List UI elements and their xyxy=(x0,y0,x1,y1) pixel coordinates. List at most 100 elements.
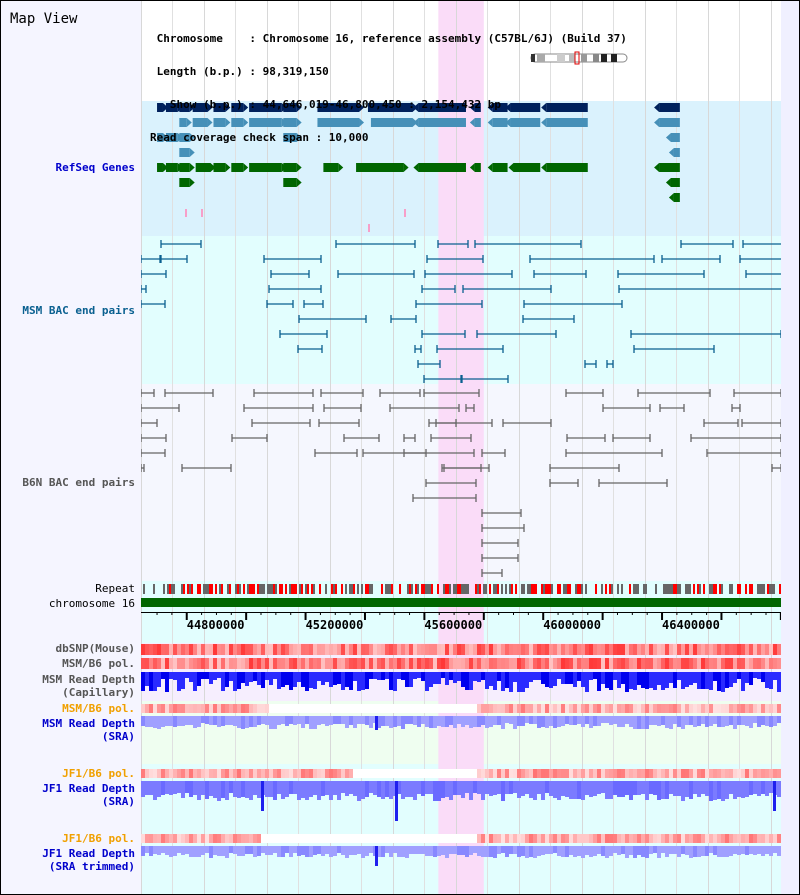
msm-b6-pol-cell xyxy=(517,658,521,669)
msm-b6-pol-sra-cell xyxy=(681,704,685,713)
msm-depth-capillary-bar xyxy=(749,672,753,685)
dbsnp-cell xyxy=(293,644,297,655)
genome-tracks-canvas[interactable] xyxy=(141,1,781,894)
dbsnp-cell xyxy=(397,644,401,655)
jf1-depth-trimmed-bar xyxy=(201,846,205,855)
msm-b6-pol-sra-cell xyxy=(481,704,485,713)
jf1-depth-sra-bar xyxy=(529,781,533,798)
ideogram-band xyxy=(611,54,617,62)
msm-depth-sra-bar xyxy=(169,716,173,726)
jf1-depth-trimmed-bar xyxy=(413,846,417,854)
msm-depth-capillary-bar xyxy=(473,672,477,681)
dbsnp-cell xyxy=(709,644,713,655)
repeat-element xyxy=(721,584,723,594)
jf1-depth-sra-bar xyxy=(141,781,145,797)
msm-b6-pol-cell xyxy=(549,658,553,669)
msm-depth-capillary-bar xyxy=(145,672,149,686)
dbsnp-cell xyxy=(429,644,433,655)
gene-exon xyxy=(673,148,680,157)
msm-b6-pol-cell xyxy=(685,658,689,669)
msm-b6-pol-sra-cell xyxy=(205,704,209,713)
dbsnp-cell xyxy=(289,644,293,655)
repeat-element xyxy=(427,584,429,594)
jf1-depth-sra-bar xyxy=(569,781,573,799)
msm-depth-sra-bar xyxy=(181,716,185,726)
msm-b6-pol-sra-cell xyxy=(261,704,265,713)
msm-b6-pol-sra-cell xyxy=(513,704,517,713)
msm-depth-capillary-bar xyxy=(513,672,517,682)
msm-b6-pol-cell xyxy=(413,658,417,669)
jf1-depth-sra-bar xyxy=(573,781,577,799)
jf1-b6-pol-trimmed-cell xyxy=(245,834,249,843)
dbsnp-cell xyxy=(253,644,257,655)
msm-depth-sra-bar xyxy=(553,716,557,728)
axis-tick-label: 45200000 xyxy=(305,618,364,632)
jf1-b6-pol-trimmed-cell xyxy=(281,834,285,843)
small-feature-mark xyxy=(185,209,187,217)
msm-depth-capillary-bar xyxy=(301,672,305,687)
jf1-b6-pol-trimmed-cell xyxy=(533,834,537,843)
msm-b6-pol-sra-cell xyxy=(293,704,297,713)
jf1-depth-sra-bar xyxy=(637,781,641,795)
gene-strand-arrow xyxy=(189,178,195,187)
jf1-b6-pol-trimmed-cell xyxy=(509,834,513,843)
jf1-b6-pol-trimmed-cell xyxy=(537,834,541,843)
repeat-element xyxy=(257,584,259,594)
msm-b6-pol-sra-cell xyxy=(401,704,405,713)
jf1-depth-trimmed-bar xyxy=(501,846,505,853)
jf1-b6-pol-trimmed-cell xyxy=(425,834,429,843)
msm-b6-pol-cell xyxy=(613,658,617,669)
msm-b6-pol-cell xyxy=(141,658,145,669)
dbsnp-cell xyxy=(321,644,325,655)
jf1-b6-pol-trimmed-cell xyxy=(385,834,389,843)
jf1-b6-pol-trimmed-cell xyxy=(325,834,329,843)
msm-depth-capillary-bar xyxy=(593,672,597,679)
jf1-depth-trimmed-bar xyxy=(493,846,497,858)
jf1-depth-trimmed-bar xyxy=(561,846,565,857)
jf1-depth-sra-bar xyxy=(761,781,765,794)
msm-b6-pol-cell xyxy=(661,658,665,669)
jf1-b6-pol-cell xyxy=(369,769,373,778)
jf1-b6-pol-cell xyxy=(329,769,333,778)
jf1-b6-pol-trimmed-cell xyxy=(681,834,685,843)
jf1-depth-sra-bar xyxy=(697,781,701,797)
jf1-depth-trimmed-bar xyxy=(377,846,381,857)
msm-b6-pol-sra-cell xyxy=(545,704,549,713)
jf1-b6-pol-trimmed-cell xyxy=(205,834,209,843)
jf1-depth-trimmed-bar xyxy=(269,846,273,855)
msm-b6-pol-sra-cell xyxy=(289,704,293,713)
msm-b6-pol-cell xyxy=(673,658,677,669)
jf1-b6-pol-trimmed-cell xyxy=(249,834,253,843)
repeat-element xyxy=(549,584,551,594)
jf1-depth-sra-bar xyxy=(181,781,185,798)
msm-b6-pol-sra-cell xyxy=(277,704,281,713)
jf1-depth-trimmed-bar xyxy=(601,846,605,856)
msm-depth-sra-bar xyxy=(761,716,765,725)
repeat-element xyxy=(501,584,503,594)
msm-depth-sra-bar xyxy=(661,716,665,725)
jf1-depth-trimmed-bar xyxy=(633,846,637,858)
jf1-depth-trimmed-bar xyxy=(577,846,581,856)
jf1-depth-trimmed-bar xyxy=(157,846,161,855)
gene-strand-arrow xyxy=(225,163,231,172)
gene-strand-arrow xyxy=(207,118,213,127)
genome-viewer[interactable]: 44800000 45200000 45600000 46000000 46400000… xyxy=(141,1,799,894)
gene-exon xyxy=(157,133,163,142)
gene-exon xyxy=(317,103,360,112)
jf1-depth-trimmed-bar xyxy=(305,846,309,857)
dbsnp-cell xyxy=(333,644,337,655)
dbsnp-cell xyxy=(341,644,345,655)
dbsnp-cell xyxy=(337,644,341,655)
msm-b6-pol-cell xyxy=(481,658,485,669)
msm-b6-pol-cell xyxy=(769,658,773,669)
msm-b6-pol-cell xyxy=(285,658,289,669)
jf1-b6-pol-cell xyxy=(653,769,657,778)
repeat-element xyxy=(425,584,427,594)
jf1-b6-pol-trimmed-cell xyxy=(377,834,381,843)
msm-b6-pol-sra-cell xyxy=(521,704,525,713)
dbsnp-cell xyxy=(757,644,761,655)
msm-b6-pol-cell xyxy=(473,658,477,669)
jf1-b6-pol-trimmed-cell xyxy=(401,834,405,843)
msm-depth-sra-bar xyxy=(341,716,345,724)
jf1-depth-sra-bar xyxy=(481,781,485,800)
